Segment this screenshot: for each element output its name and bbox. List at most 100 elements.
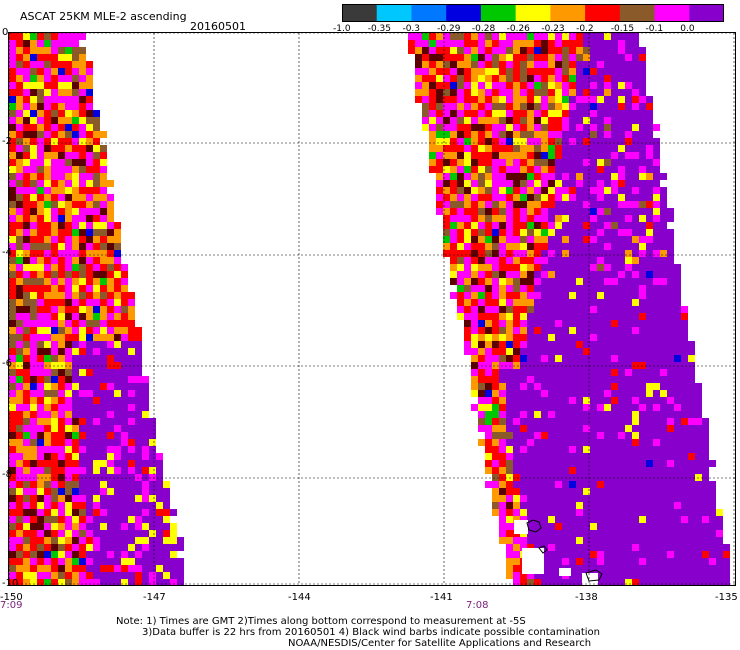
swath-cell	[569, 89, 576, 96]
swath-cell	[478, 131, 485, 138]
swath-cell	[681, 404, 688, 411]
swath-cell	[58, 320, 65, 327]
swath-cell	[114, 418, 121, 425]
swath-cell	[37, 173, 44, 180]
swath-cell	[639, 152, 646, 159]
swath-cell	[86, 236, 93, 243]
swath-cell	[527, 411, 534, 418]
colorbar-tick-label: -0.29	[437, 24, 461, 34]
swath-cell	[457, 264, 464, 271]
swath-cell	[513, 96, 520, 103]
swath-cell	[527, 236, 534, 243]
swath-cell	[128, 306, 135, 313]
swath-cell	[653, 460, 660, 467]
swath-cell	[695, 495, 702, 502]
swath-cell	[443, 96, 450, 103]
swath-cell	[667, 257, 674, 264]
swath-cell	[156, 495, 163, 502]
swath-cell	[443, 250, 450, 257]
swath-cell	[478, 145, 485, 152]
swath-cell	[611, 320, 618, 327]
swath-cell	[100, 299, 107, 306]
swath-cell	[702, 495, 709, 502]
swath-cell	[51, 404, 58, 411]
swath-cell	[534, 124, 541, 131]
swath-cell	[457, 250, 464, 257]
swath-cell	[58, 418, 65, 425]
swath-cell	[156, 572, 163, 579]
swath-cell	[79, 383, 86, 390]
swath-cell	[9, 425, 16, 432]
swath-cell	[597, 145, 604, 152]
swath-cell	[30, 467, 37, 474]
swath-cell	[51, 166, 58, 173]
swath-cell	[660, 467, 667, 474]
swath-cell	[562, 481, 569, 488]
swath-cell	[65, 33, 72, 40]
swath-cell	[597, 271, 604, 278]
swath-cell	[422, 75, 429, 82]
swath-cell	[23, 537, 30, 544]
swath-cell	[674, 418, 681, 425]
swath-cell	[58, 124, 65, 131]
swath-cell	[702, 565, 709, 572]
swath-cell	[16, 180, 23, 187]
swath-cell	[114, 348, 121, 355]
swath-cell	[9, 453, 16, 460]
swath-cell	[30, 446, 37, 453]
swath-cell	[653, 320, 660, 327]
swath-cell	[30, 201, 37, 208]
swath-cell	[492, 369, 499, 376]
swath-cell	[51, 320, 58, 327]
swath-cell	[16, 103, 23, 110]
swath-cell	[23, 306, 30, 313]
swath-cell	[590, 187, 597, 194]
swath-cell	[142, 509, 149, 516]
swath-cell	[625, 215, 632, 222]
swath-cell	[485, 187, 492, 194]
swath-cell	[436, 131, 443, 138]
swath-cell	[499, 243, 506, 250]
swath-cell	[527, 530, 534, 537]
swath-cell	[135, 460, 142, 467]
swath-cell	[695, 481, 702, 488]
swath-cell	[653, 180, 660, 187]
swath-cell	[135, 411, 142, 418]
swath-cell	[555, 110, 562, 117]
swath-cell	[625, 467, 632, 474]
swath-cell	[555, 446, 562, 453]
swath-cell	[660, 516, 667, 523]
swath-cell	[135, 362, 142, 369]
swath-cell	[436, 110, 443, 117]
swath-cell	[121, 313, 128, 320]
swath-cell	[37, 82, 44, 89]
swath-cell	[23, 579, 30, 585]
swath-cell	[16, 397, 23, 404]
swath-cell	[534, 229, 541, 236]
colorbar-tick-label: -0.26	[506, 24, 530, 34]
swath-cell	[569, 376, 576, 383]
swath-cell	[156, 565, 163, 572]
swath-cell	[604, 222, 611, 229]
swath-cell	[569, 236, 576, 243]
swath-cell	[646, 544, 653, 551]
swath-cell	[149, 537, 156, 544]
swath-cell	[569, 334, 576, 341]
swath-cell	[576, 40, 583, 47]
swath-cell	[422, 103, 429, 110]
swath-cell	[44, 208, 51, 215]
swath-cell	[58, 33, 65, 40]
swath-cell	[562, 425, 569, 432]
swath-cell	[51, 418, 58, 425]
swath-cell	[548, 173, 555, 180]
swath-cell	[72, 446, 79, 453]
missing-data-gap	[522, 548, 544, 574]
swath-cell	[506, 446, 513, 453]
swath-cell	[639, 460, 646, 467]
swath-cell	[23, 173, 30, 180]
swath-cell	[541, 208, 548, 215]
swath-cell	[576, 229, 583, 236]
swath-cell	[30, 271, 37, 278]
swath-cell	[576, 201, 583, 208]
swath-cell	[506, 551, 513, 558]
